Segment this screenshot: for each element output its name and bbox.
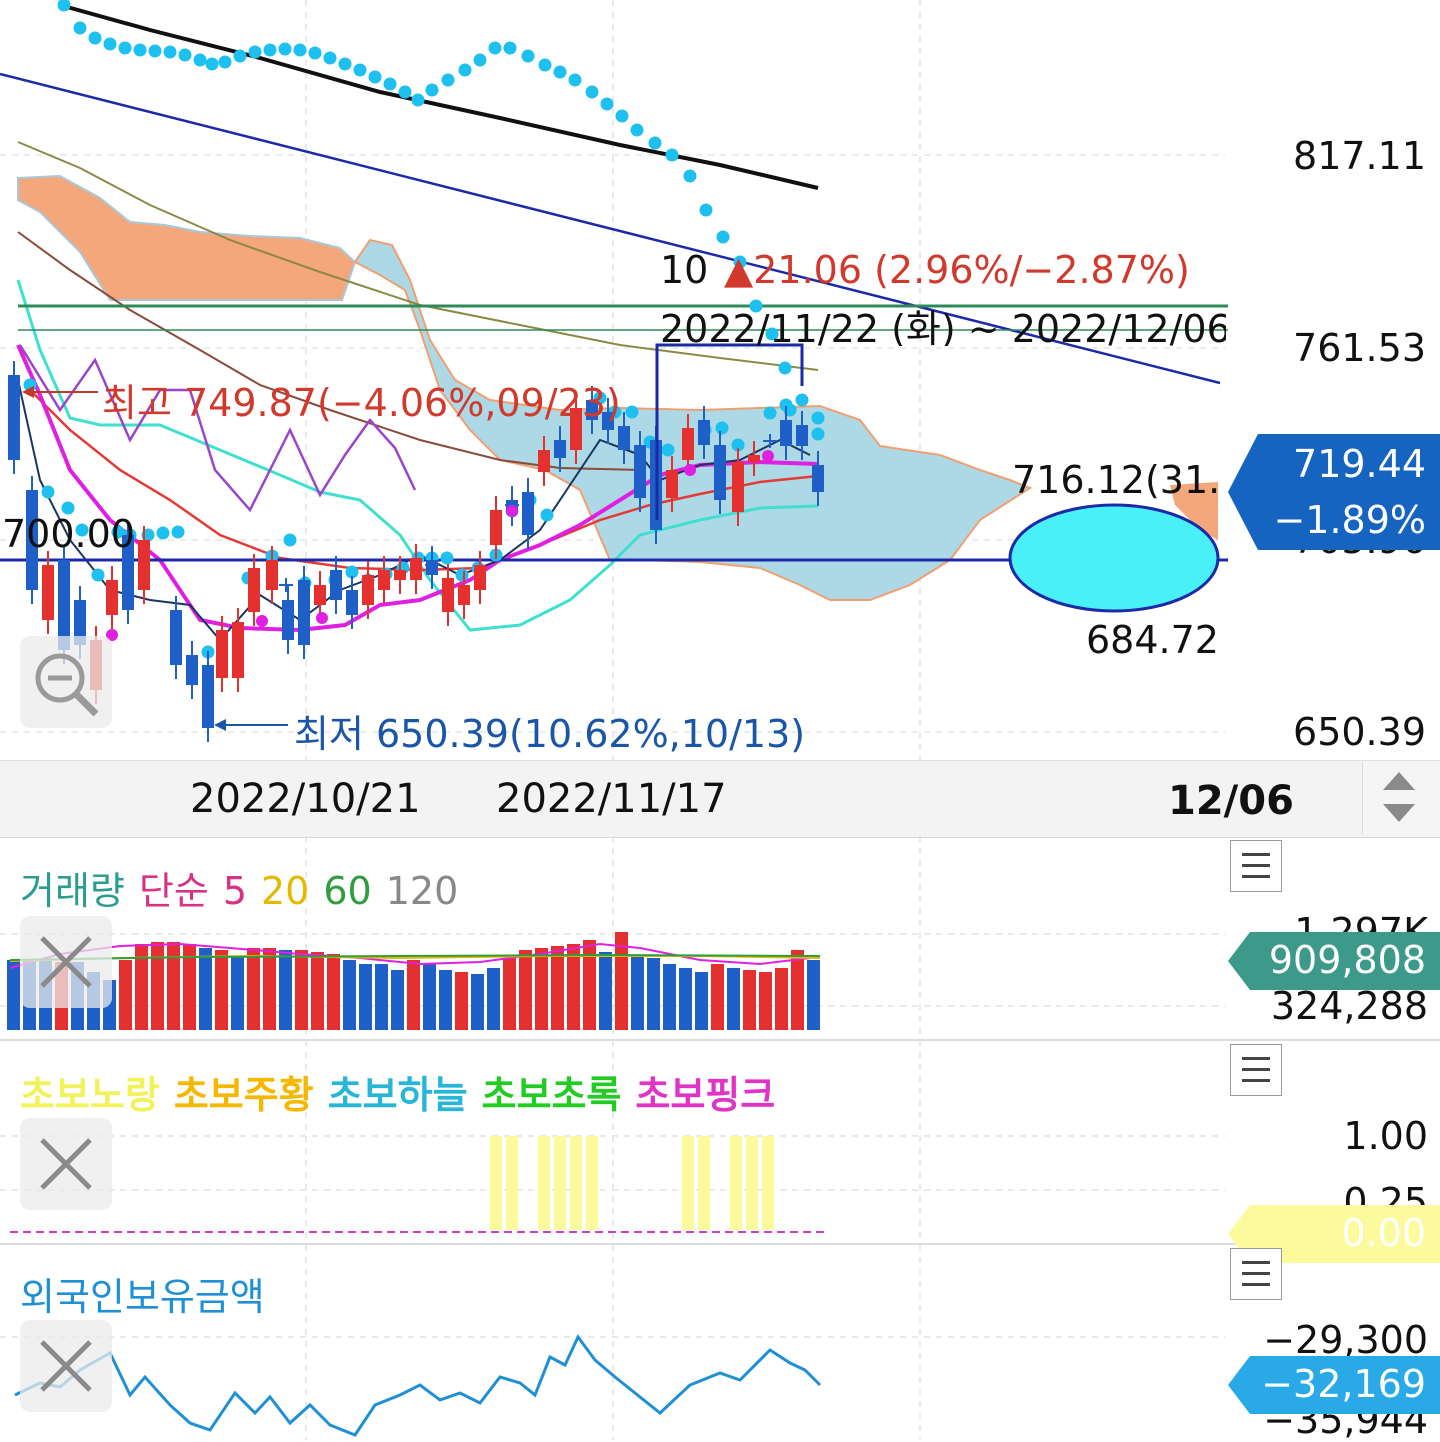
range-date: 2022/11/22 (화) ~ 2022/12/06	[660, 307, 1226, 346]
volume-ma60	[9, 953, 821, 961]
ma-brown	[17, 231, 641, 471]
volume-close-button[interactable]	[20, 916, 112, 1008]
volume-legend-1: 단순	[138, 869, 209, 913]
zoom-out-button[interactable]	[20, 636, 112, 728]
foreign-holding-chart[interactable]	[0, 1245, 1440, 1440]
signal-dots-magenta	[106, 450, 774, 641]
close-icon	[40, 936, 92, 988]
signal-legend-4: 초보핑크	[635, 1073, 776, 1117]
x-label-current: 12/06	[1168, 778, 1294, 824]
horizontal-level-label: 700.00	[2, 512, 135, 556]
volume-legend-4: 60	[323, 869, 372, 913]
x-label-2: 2022/11/17	[496, 776, 727, 822]
volume-legend-5: 120	[385, 869, 459, 913]
current-price-tag	[1228, 434, 1440, 550]
indicator-purple-line	[18, 344, 417, 513]
price-y-label-mid: 761.53	[1293, 326, 1426, 370]
volume-menu-button[interactable]	[1230, 840, 1282, 892]
signal-legend-2: 초보하늘	[327, 1073, 468, 1117]
foreign-close-button[interactable]	[20, 1320, 112, 1412]
trend-line	[0, 72, 1221, 385]
volume-legend: 거래량 단순 5 20 60 120	[20, 860, 472, 915]
signal-legend-3: 초보초록	[481, 1073, 622, 1117]
menu-icon	[1242, 1261, 1270, 1264]
range-change: ▲21.06 (2.96%/−2.87%)	[724, 248, 1190, 292]
signal-legend: 초보노랑 초보주황 초보하늘 초보초록 초보핑크	[20, 1064, 789, 1119]
ma-long-black	[59, 3, 819, 190]
range-box-bracket	[655, 343, 804, 520]
low-annotation: 최저 650.39(10.62%,10/13)	[294, 712, 806, 756]
foreign-current-tag	[1228, 1356, 1440, 1414]
volume-legend-0: 거래량	[20, 869, 125, 913]
ellipse-low-label: 684.72	[1086, 618, 1219, 662]
scroll-updown-icon	[1383, 772, 1415, 822]
volume-legend-3: 20	[261, 869, 310, 913]
close-icon	[40, 1138, 92, 1190]
signal-y-label-top: 1.00	[1343, 1114, 1428, 1158]
ichimoku-cloud-orange	[17, 174, 357, 301]
target-ellipse	[1008, 503, 1220, 613]
volume-current-value: 909,808	[1268, 938, 1426, 982]
foreign-current-value: −32,169	[1261, 1362, 1426, 1406]
volume-current-tag	[1228, 932, 1440, 990]
ma-olive	[17, 141, 819, 371]
current-price: 719.44	[1293, 442, 1426, 486]
price-chart[interactable]	[0, 0, 1440, 760]
zoom-out-icon	[35, 653, 99, 717]
price-y-label-bottom: 650.39	[1293, 710, 1426, 754]
scroll-updown-button[interactable]	[1362, 762, 1440, 834]
range-count: 10	[660, 248, 709, 292]
high-annotation: 최고 749.87(−4.06%,09/23)	[102, 381, 621, 425]
menu-icon	[1242, 1057, 1270, 1060]
ma-cyan	[16, 279, 819, 632]
price-y-label-top: 817.11	[1293, 134, 1426, 178]
x-label-1: 2022/10/21	[190, 776, 421, 822]
range-date-clip: 2022/11/22 (화) ~ 2022/12/06	[660, 298, 1226, 346]
foreign-menu-button[interactable]	[1230, 1248, 1282, 1300]
volume-legend-2: 5	[222, 869, 247, 913]
close-icon	[40, 1340, 92, 1392]
x-axis-bar[interactable]	[0, 760, 1440, 838]
foreign-holding-line	[14, 1334, 822, 1437]
foreign-y-label-top: −29,300	[1263, 1318, 1428, 1362]
current-change: −1.89%	[1273, 498, 1426, 542]
cloud-label: 716.12(31.	[1012, 458, 1221, 502]
cloud-label-clip: 716.12(31.	[1012, 458, 1230, 506]
signal-menu-button[interactable]	[1230, 1044, 1282, 1096]
foreign-legend: 외국인보유금액	[20, 1275, 265, 1319]
signal-current-value: 0.00	[1341, 1211, 1426, 1255]
signal-close-button[interactable]	[20, 1118, 112, 1210]
candlesticks	[8, 361, 824, 742]
volume-chart[interactable]	[0, 836, 1440, 1041]
signal-legend-1: 초보주황	[173, 1073, 314, 1117]
signal-bars	[490, 1136, 774, 1230]
menu-icon	[1242, 853, 1270, 856]
signal-legend-0: 초보노랑	[20, 1073, 160, 1117]
signal-chart[interactable]	[0, 1040, 1440, 1245]
volume-y-label-bottom: 324,288	[1270, 984, 1428, 1028]
ichimoku-cloud-orange-right	[1170, 482, 1218, 540]
